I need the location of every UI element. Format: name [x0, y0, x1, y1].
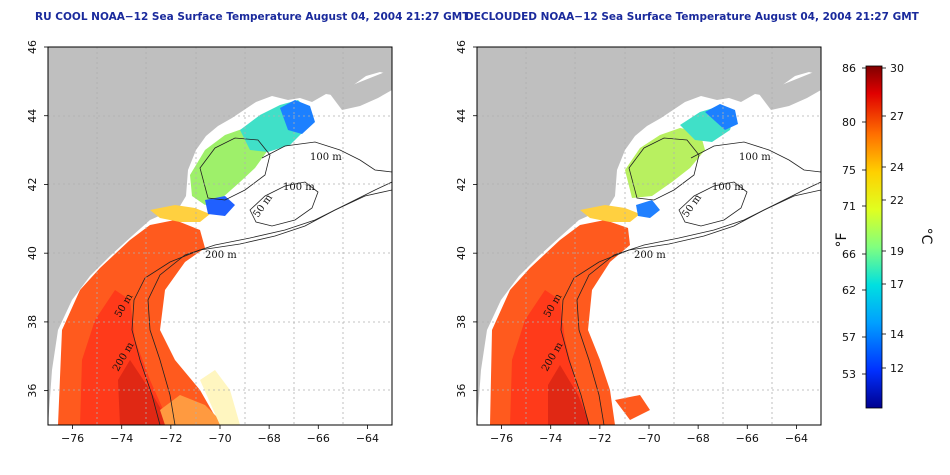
bathymetry-contours: [131, 137, 392, 425]
sst-field: [490, 104, 738, 425]
latitude-tick-label: 40: [455, 246, 468, 260]
celsius-tick-label: 14: [890, 328, 904, 341]
sst-field: [58, 100, 315, 425]
latitude-tick-label: 36: [455, 384, 468, 398]
fahrenheit-tick-label: 71: [842, 200, 856, 213]
fahrenheit-tick-label: 80: [842, 116, 856, 129]
celsius-tick-label: 24: [890, 161, 904, 174]
svg-text:100 m: 100 m: [739, 152, 771, 163]
latitude-tick-label: 42: [455, 177, 468, 191]
left-map-title: RU COOL NOAA−12 Sea Surface Temperature …: [35, 11, 470, 23]
colorbar: 86 80 75 71 66 62 57 53 30 27 24 22 19 17 14 12 °F °C: [834, 62, 934, 409]
longitude-tick-label: −74: [110, 432, 133, 445]
latitude-tick-label: 44: [455, 109, 468, 123]
latitude-tick-label: 40: [26, 246, 39, 260]
right-map-title: DECLOUDED NOAA−12 Sea Surface Temperatur…: [465, 11, 919, 23]
longitude-tick-label: −66: [736, 432, 759, 445]
latitude-tick-label: 36: [26, 384, 39, 398]
longitude-tick-label: −68: [258, 432, 281, 445]
nova-scotia: [759, 70, 821, 110]
celsius-tick-label: 22: [890, 194, 904, 207]
fahrenheit-unit-label: °F: [834, 232, 850, 247]
longitude-tick-label: −70: [208, 432, 231, 445]
svg-text:100 m: 100 m: [712, 182, 744, 193]
celsius-tick-label: 30: [890, 62, 904, 75]
nova-scotia: [330, 70, 392, 110]
fahrenheit-tick-label: 57: [842, 331, 856, 344]
celsius-tick-label: 17: [890, 278, 904, 291]
map-grid: [477, 47, 821, 425]
latitude-tick-label: 42: [26, 177, 39, 191]
left-map-axes: −76 −74 −72 −70 −68 −66 −64 36 38 40 42 44 46: [26, 40, 379, 445]
svg-text:200 m: 200 m: [634, 250, 666, 261]
fahrenheit-tick-label: 86: [842, 62, 856, 75]
longitude-tick-label: −66: [307, 432, 330, 445]
celsius-unit-label: °C: [918, 228, 934, 245]
svg-text:100 m: 100 m: [310, 152, 342, 163]
right-sst-map: 100 m 100 m 50 m 200 m 50 m 200 m: [476, 46, 822, 426]
longitude-tick-label: −74: [539, 432, 562, 445]
longitude-tick-label: −76: [490, 432, 513, 445]
fahrenheit-tick-label: 75: [842, 164, 856, 177]
celsius-tick-label: 19: [890, 245, 904, 258]
longitude-tick-label: −64: [785, 432, 808, 445]
svg-text:100 m: 100 m: [283, 182, 315, 193]
latitude-tick-label: 38: [455, 315, 468, 329]
left-sst-map: 100 m 100 m 50 m 200 m 50 m 200 m: [47, 46, 393, 426]
map-grid: [48, 47, 392, 425]
latitude-tick-label: 46: [26, 40, 39, 54]
latitude-tick-label: 46: [455, 40, 468, 54]
fahrenheit-tick-label: 62: [842, 284, 856, 297]
bathymetry-contours: [560, 137, 821, 425]
longitude-tick-label: −70: [637, 432, 660, 445]
celsius-tick-label: 12: [890, 362, 904, 375]
land-mass: [48, 47, 392, 425]
fahrenheit-tick-label: 53: [842, 368, 856, 381]
right-map-axes: −76 −74 −72 −70 −68 −66 −64 36 38 40 42 44 46: [455, 40, 808, 445]
longitude-tick-label: −76: [61, 432, 84, 445]
celsius-tick-label: 27: [890, 110, 904, 123]
longitude-tick-label: −72: [159, 432, 182, 445]
latitude-tick-label: 44: [26, 109, 39, 123]
svg-text:200 m: 200 m: [205, 250, 237, 261]
longitude-tick-label: −64: [356, 432, 379, 445]
latitude-tick-label: 38: [26, 315, 39, 329]
land-mass: [477, 47, 821, 425]
longitude-tick-label: −68: [687, 432, 710, 445]
longitude-tick-label: −72: [588, 432, 611, 445]
fahrenheit-tick-label: 66: [842, 248, 856, 261]
